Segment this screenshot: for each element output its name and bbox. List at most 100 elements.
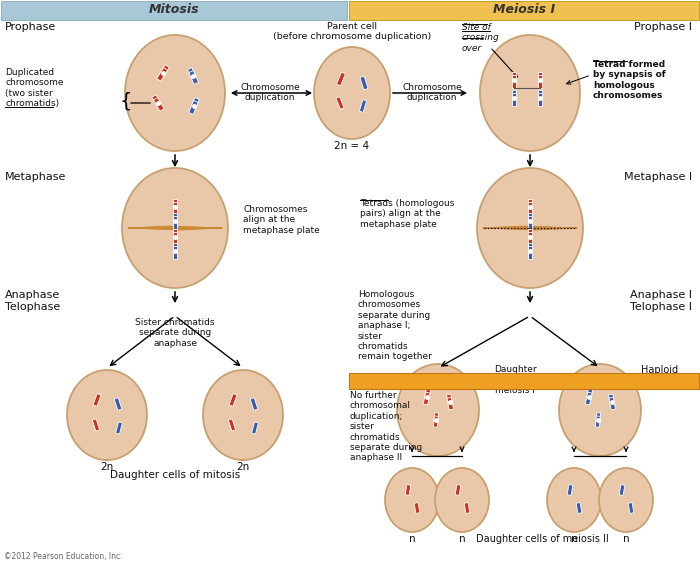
Text: Anaphase I
Telophase I: Anaphase I Telophase I bbox=[630, 290, 692, 311]
Polygon shape bbox=[447, 397, 454, 410]
Polygon shape bbox=[173, 216, 177, 229]
Ellipse shape bbox=[477, 168, 583, 288]
Text: n: n bbox=[623, 534, 629, 544]
Polygon shape bbox=[116, 422, 122, 434]
Polygon shape bbox=[251, 422, 258, 434]
Polygon shape bbox=[228, 419, 236, 431]
Polygon shape bbox=[512, 93, 516, 106]
Bar bbox=[349, 373, 699, 389]
Ellipse shape bbox=[203, 370, 283, 460]
Text: Duplicated
chromosome
(two sister
chromatids): Duplicated chromosome (two sister chroma… bbox=[5, 68, 64, 108]
Text: Tetrad formed
by synapsis of
homologous
chromosomes: Tetrad formed by synapsis of homologous … bbox=[593, 60, 666, 100]
Ellipse shape bbox=[480, 35, 580, 151]
Polygon shape bbox=[173, 213, 177, 226]
Text: Chromosome
duplication: Chromosome duplication bbox=[240, 83, 300, 102]
Text: 2n = 4: 2n = 4 bbox=[335, 141, 370, 151]
Polygon shape bbox=[188, 67, 197, 81]
Polygon shape bbox=[528, 199, 533, 212]
Text: No further
chromosomal
duplication;
sister
chromatids
separate during
anaphase I: No further chromosomal duplication; sist… bbox=[350, 391, 422, 463]
Bar bbox=[349, 1, 699, 20]
Text: Prophase: Prophase bbox=[5, 22, 56, 32]
Text: n: n bbox=[570, 534, 578, 544]
Polygon shape bbox=[360, 76, 368, 90]
Polygon shape bbox=[455, 484, 461, 496]
Polygon shape bbox=[619, 484, 625, 496]
Polygon shape bbox=[538, 75, 542, 88]
Polygon shape bbox=[528, 243, 533, 256]
Polygon shape bbox=[336, 97, 344, 110]
Polygon shape bbox=[424, 389, 430, 402]
Text: Tetrads (homologous
pairs) align at the
metaphase plate: Tetrads (homologous pairs) align at the … bbox=[360, 199, 454, 229]
Polygon shape bbox=[512, 72, 516, 85]
Polygon shape bbox=[567, 484, 573, 496]
Polygon shape bbox=[528, 213, 533, 226]
Polygon shape bbox=[157, 67, 167, 81]
Polygon shape bbox=[190, 98, 200, 111]
Ellipse shape bbox=[559, 364, 641, 456]
Polygon shape bbox=[512, 75, 516, 88]
Ellipse shape bbox=[547, 468, 601, 532]
Polygon shape bbox=[173, 199, 177, 212]
Text: Daughter cells of meiosis II: Daughter cells of meiosis II bbox=[475, 534, 608, 544]
Ellipse shape bbox=[385, 468, 439, 532]
Polygon shape bbox=[173, 229, 177, 242]
Polygon shape bbox=[464, 502, 470, 514]
Text: Homologous
chromosomes
separate during
anaphase I;
sister
chromatids
remain toge: Homologous chromosomes separate during a… bbox=[358, 290, 432, 361]
Polygon shape bbox=[414, 502, 420, 514]
Polygon shape bbox=[405, 484, 411, 496]
Polygon shape bbox=[189, 101, 198, 115]
Text: n: n bbox=[458, 534, 466, 544]
Text: Prophase I: Prophase I bbox=[634, 22, 692, 32]
Polygon shape bbox=[528, 202, 533, 215]
Bar bbox=[1, 1, 347, 20]
Polygon shape bbox=[93, 393, 101, 406]
Polygon shape bbox=[359, 99, 367, 112]
Polygon shape bbox=[512, 90, 516, 103]
Text: Anaphase
Telophase: Anaphase Telophase bbox=[5, 290, 60, 311]
Polygon shape bbox=[596, 416, 601, 427]
Text: Site of
crossing
over: Site of crossing over bbox=[462, 23, 500, 53]
Polygon shape bbox=[538, 93, 542, 106]
Polygon shape bbox=[173, 246, 177, 259]
Polygon shape bbox=[173, 232, 177, 245]
Polygon shape bbox=[337, 72, 346, 86]
Text: {: { bbox=[120, 92, 132, 111]
Text: Mitosis: Mitosis bbox=[148, 3, 200, 16]
Text: Meiosis II: Meiosis II bbox=[493, 375, 555, 388]
Ellipse shape bbox=[599, 468, 653, 532]
Polygon shape bbox=[609, 397, 615, 410]
Polygon shape bbox=[538, 90, 542, 103]
Ellipse shape bbox=[125, 35, 225, 151]
Polygon shape bbox=[433, 416, 438, 427]
Text: n: n bbox=[409, 534, 415, 544]
Polygon shape bbox=[608, 394, 615, 407]
Polygon shape bbox=[424, 392, 430, 405]
Text: Parent cell
(before chromosome duplication): Parent cell (before chromosome duplicati… bbox=[273, 22, 431, 42]
Text: Chromosome
duplication: Chromosome duplication bbox=[402, 83, 462, 102]
Polygon shape bbox=[250, 398, 258, 410]
Ellipse shape bbox=[397, 364, 479, 456]
Polygon shape bbox=[596, 413, 601, 424]
Polygon shape bbox=[434, 413, 439, 424]
Polygon shape bbox=[189, 71, 199, 84]
Polygon shape bbox=[173, 202, 177, 215]
Polygon shape bbox=[538, 72, 542, 85]
Ellipse shape bbox=[122, 168, 228, 288]
Text: Daughter
cells of
meiosis I: Daughter cells of meiosis I bbox=[494, 365, 536, 395]
Polygon shape bbox=[229, 393, 237, 406]
Polygon shape bbox=[528, 246, 533, 259]
Ellipse shape bbox=[314, 47, 390, 139]
Text: Daughter cells of mitosis: Daughter cells of mitosis bbox=[110, 470, 240, 480]
Text: Metaphase I: Metaphase I bbox=[624, 172, 692, 182]
Ellipse shape bbox=[67, 370, 147, 460]
Text: Meiosis I: Meiosis I bbox=[493, 3, 555, 16]
Polygon shape bbox=[586, 389, 593, 402]
Polygon shape bbox=[152, 95, 162, 108]
Polygon shape bbox=[528, 216, 533, 229]
Ellipse shape bbox=[435, 468, 489, 532]
Polygon shape bbox=[528, 232, 533, 245]
Polygon shape bbox=[114, 398, 122, 410]
Text: 2n: 2n bbox=[237, 462, 250, 472]
Text: Metaphase: Metaphase bbox=[5, 172, 66, 182]
Polygon shape bbox=[585, 392, 592, 405]
